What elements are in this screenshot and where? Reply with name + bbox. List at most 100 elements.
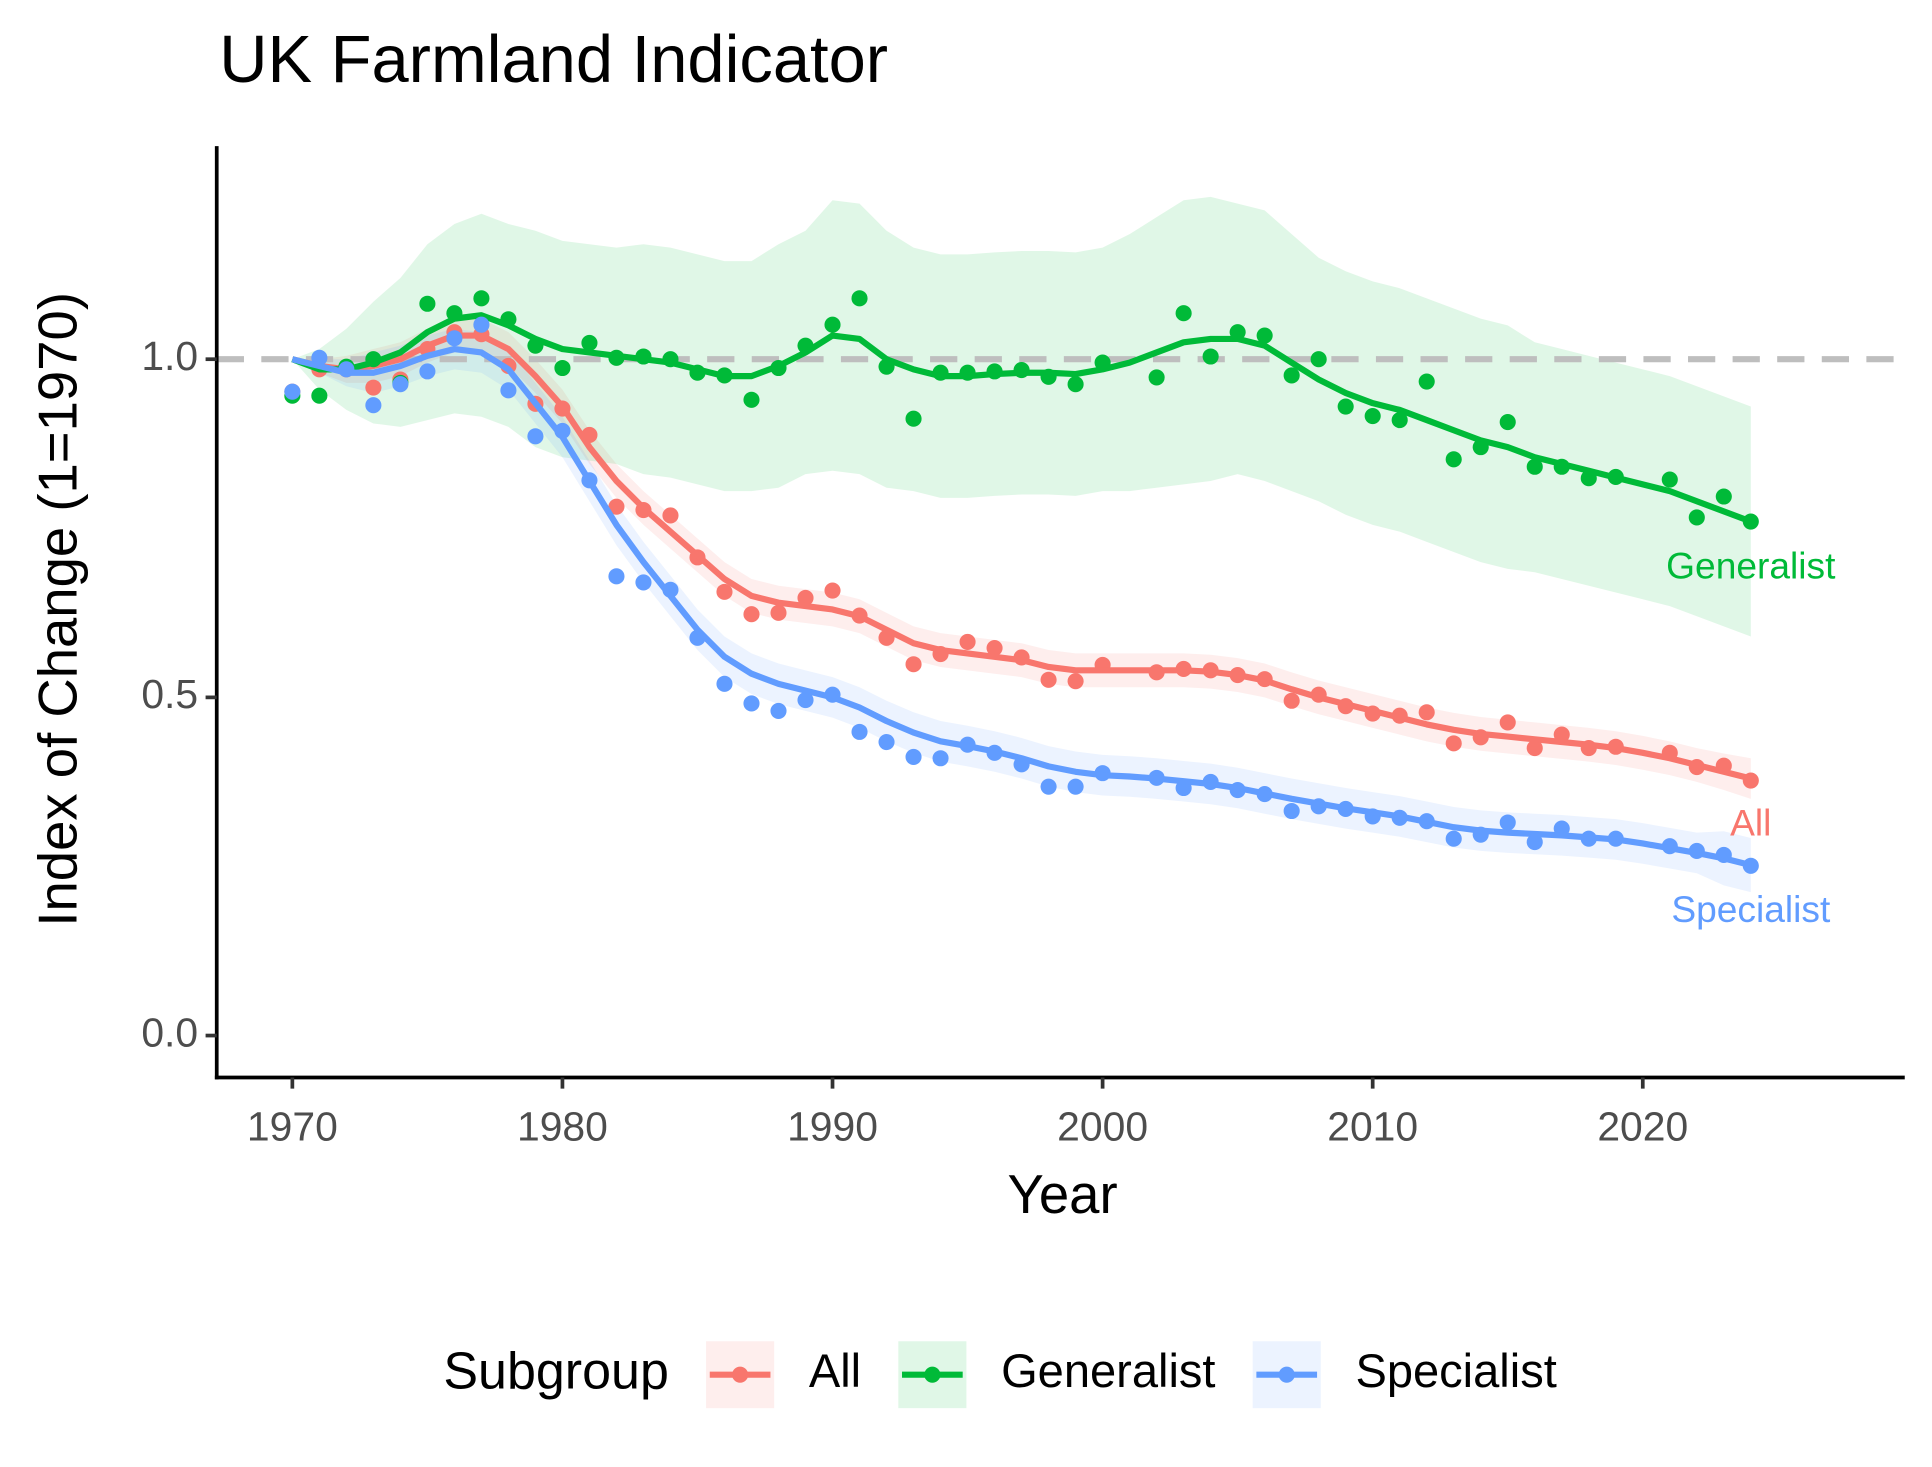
smooth-line	[291, 345, 1752, 869]
data-point	[1040, 671, 1057, 688]
legend-item: All	[706, 1341, 861, 1409]
data-point	[1283, 692, 1300, 709]
data-point	[1067, 778, 1084, 795]
data-point	[851, 290, 868, 307]
y-tick-label: 0.5	[141, 671, 198, 717]
data-point	[1337, 398, 1354, 415]
data-point	[1040, 778, 1057, 795]
data-point	[1283, 802, 1300, 820]
data-point	[1067, 673, 1084, 690]
confidence-band	[292, 196, 1751, 637]
data-point	[959, 633, 976, 650]
data-point	[743, 606, 760, 623]
data-point	[419, 295, 436, 312]
legend-label: Generalist	[1001, 1344, 1215, 1397]
data-point	[1445, 735, 1462, 752]
data-point	[1391, 412, 1408, 429]
data-point	[500, 382, 517, 399]
data-point	[662, 507, 679, 524]
data-point	[851, 723, 868, 740]
data-point	[932, 750, 949, 767]
data-point	[716, 675, 733, 692]
data-point	[1148, 369, 1165, 386]
data-point	[1175, 305, 1192, 322]
data-point	[635, 574, 652, 591]
confidence-band	[292, 318, 1751, 799]
data-point	[1499, 814, 1516, 831]
data-point	[1256, 327, 1273, 344]
data-point	[1445, 451, 1462, 468]
data-point	[473, 316, 490, 333]
data-point	[770, 604, 787, 621]
y-tick-label: 0.0	[141, 1009, 198, 1055]
data-point	[1202, 348, 1219, 365]
data-point	[1526, 834, 1543, 851]
data-point	[1067, 376, 1084, 393]
data-point	[743, 695, 760, 712]
legend-label: All	[809, 1344, 861, 1397]
x-tick-label: 2020	[1597, 1103, 1688, 1149]
legend-key-point	[924, 1366, 941, 1383]
data-point	[1418, 704, 1435, 721]
data-point	[419, 363, 436, 380]
series-end-label: All	[1730, 801, 1771, 843]
data-point	[905, 410, 922, 427]
data-point	[446, 330, 463, 347]
series-end-label: Generalist	[1666, 544, 1836, 586]
data-point	[797, 589, 814, 607]
data-point	[284, 383, 301, 400]
data-point	[581, 334, 598, 352]
chart-title: UK Farmland Indicator	[219, 22, 888, 97]
x-tick-label: 1990	[787, 1103, 878, 1149]
data-point	[473, 290, 490, 307]
x-tick-label: 1970	[247, 1103, 338, 1149]
smooth-line	[291, 332, 1752, 782]
y-tick-label: 1.0	[141, 333, 198, 379]
data-point	[770, 702, 787, 719]
smooth-line	[291, 312, 1752, 525]
data-point	[392, 376, 409, 393]
data-point	[1688, 509, 1705, 526]
data-point	[1526, 458, 1543, 475]
data-point	[554, 359, 571, 377]
data-point	[824, 316, 841, 333]
data-point	[608, 498, 625, 515]
data-point	[905, 748, 922, 765]
series-end-label: Specialist	[1671, 888, 1831, 930]
x-tick-label: 2000	[1057, 1103, 1148, 1149]
data-point	[1499, 714, 1516, 731]
x-tick-label: 1980	[517, 1103, 608, 1149]
data-point	[311, 387, 328, 404]
data-point	[1418, 373, 1435, 390]
data-point	[608, 568, 625, 585]
data-point	[878, 733, 895, 751]
data-point	[1526, 740, 1543, 757]
data-point	[1715, 488, 1732, 505]
legend-label: Specialist	[1355, 1344, 1556, 1397]
data-point	[743, 391, 760, 408]
data-point	[1499, 414, 1516, 431]
legend-item: Specialist	[1252, 1341, 1557, 1409]
data-point	[1661, 471, 1678, 488]
data-point	[797, 692, 814, 709]
legend-key-point	[1278, 1366, 1295, 1383]
data-point	[527, 428, 544, 445]
data-point	[1310, 351, 1327, 368]
data-point	[1283, 367, 1300, 384]
data-point	[365, 397, 382, 414]
data-point	[716, 583, 733, 600]
data-point	[1445, 830, 1462, 847]
y-axis-title: Index of Change (1=1970)	[27, 292, 88, 927]
legend-title: Subgroup	[443, 1342, 669, 1400]
x-tick-label: 2010	[1327, 1103, 1418, 1149]
data-point	[1364, 407, 1381, 425]
legend-item: Generalist	[898, 1341, 1216, 1409]
data-point	[905, 656, 922, 673]
data-point	[824, 582, 841, 599]
data-point	[986, 639, 1003, 657]
x-axis-title: Year	[1008, 1164, 1118, 1225]
data-point	[365, 379, 382, 396]
